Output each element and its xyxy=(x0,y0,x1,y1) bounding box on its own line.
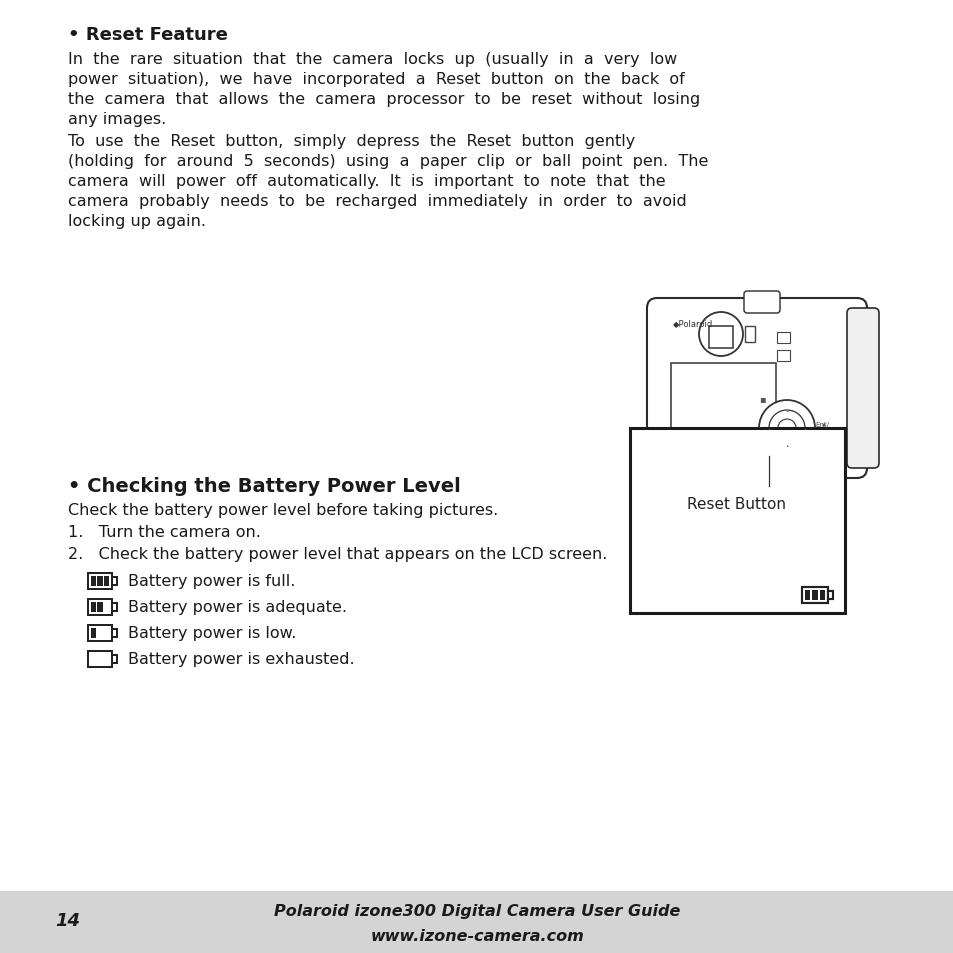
Bar xyxy=(670,364,775,443)
Bar xyxy=(112,630,116,638)
Circle shape xyxy=(699,313,742,356)
Text: ▸: ▸ xyxy=(822,421,825,428)
Text: www.izone-camera.com: www.izone-camera.com xyxy=(370,928,583,943)
Bar xyxy=(104,577,110,586)
Bar xyxy=(708,327,732,349)
FancyBboxPatch shape xyxy=(846,309,878,469)
Bar xyxy=(91,577,95,586)
Text: locking up again.: locking up again. xyxy=(68,213,206,229)
Bar xyxy=(776,333,789,344)
Bar xyxy=(112,578,116,585)
Bar xyxy=(0,891,953,953)
Text: 14: 14 xyxy=(55,911,80,929)
Text: the  camera  that  allows  the  camera  processor  to  be  reset  without  losin: the camera that allows the camera proces… xyxy=(68,91,700,107)
Circle shape xyxy=(778,419,795,437)
Text: Battery power is full.: Battery power is full. xyxy=(128,574,295,588)
Circle shape xyxy=(768,411,804,447)
Text: To  use  the  Reset  button,  simply  depress  the  Reset  button  gently: To use the Reset button, simply depress … xyxy=(68,133,635,149)
Bar xyxy=(97,577,103,586)
Text: camera  will  power  off  automatically.  It  is  important  to  note  that  the: camera will power off automatically. It … xyxy=(68,173,665,189)
Bar xyxy=(827,591,832,599)
Text: In  the  rare  situation  that  the  camera  locks  up  (usually  in  a  very  l: In the rare situation that the camera lo… xyxy=(68,52,677,67)
Bar xyxy=(88,574,112,589)
Text: (holding  for  around  5  seconds)  using  a  paper  clip  or  ball  point  pen.: (holding for around 5 seconds) using a p… xyxy=(68,153,708,169)
FancyBboxPatch shape xyxy=(743,292,780,314)
Text: Polaroid izone300 Digital Camera User Guide: Polaroid izone300 Digital Camera User Gu… xyxy=(274,903,679,919)
Text: • Checking the Battery Power Level: • Checking the Battery Power Level xyxy=(68,476,460,496)
Circle shape xyxy=(764,449,772,456)
Text: any images.: any images. xyxy=(68,112,166,127)
Text: Battery power is low.: Battery power is low. xyxy=(128,625,296,640)
Bar xyxy=(804,590,809,600)
FancyBboxPatch shape xyxy=(646,298,866,478)
Text: Ent/: Ent/ xyxy=(814,421,828,428)
Bar xyxy=(112,656,116,663)
Text: Reset Button: Reset Button xyxy=(687,497,785,512)
Bar xyxy=(811,590,817,600)
Text: •: • xyxy=(784,444,788,449)
Bar xyxy=(744,327,754,343)
Text: camera  probably  needs  to  be  recharged  immediately  in  order  to  avoid: camera probably needs to be recharged im… xyxy=(68,193,686,209)
Text: Check the battery power level before taking pictures.: Check the battery power level before tak… xyxy=(68,502,497,517)
Text: 2.   Check the battery power level that appears on the LCD screen.: 2. Check the battery power level that ap… xyxy=(68,546,607,561)
Bar xyxy=(819,590,824,600)
Bar xyxy=(112,603,116,611)
Text: Battery power is adequate.: Battery power is adequate. xyxy=(128,599,347,615)
Bar xyxy=(88,599,112,615)
Bar xyxy=(91,602,95,613)
Text: power  situation),  we  have  incorporated  a  Reset  button  on  the  back  of: power situation), we have incorporated a… xyxy=(68,71,684,87)
Text: •: • xyxy=(784,408,788,413)
Bar xyxy=(91,628,95,639)
Text: ▪: ▪ xyxy=(759,394,765,403)
Bar xyxy=(88,652,112,667)
Circle shape xyxy=(759,400,814,456)
Text: 1.   Turn the camera on.: 1. Turn the camera on. xyxy=(68,524,260,539)
Bar xyxy=(88,625,112,641)
Bar xyxy=(776,351,789,361)
Text: •: • xyxy=(802,426,806,431)
Text: •: • xyxy=(766,426,770,431)
Text: ◆Polaroid: ◆Polaroid xyxy=(672,318,713,328)
Bar xyxy=(97,602,103,613)
Text: Battery power is exhausted.: Battery power is exhausted. xyxy=(128,651,355,666)
Bar xyxy=(801,587,827,604)
Bar xyxy=(629,429,844,614)
Text: • Reset Feature: • Reset Feature xyxy=(68,26,228,44)
